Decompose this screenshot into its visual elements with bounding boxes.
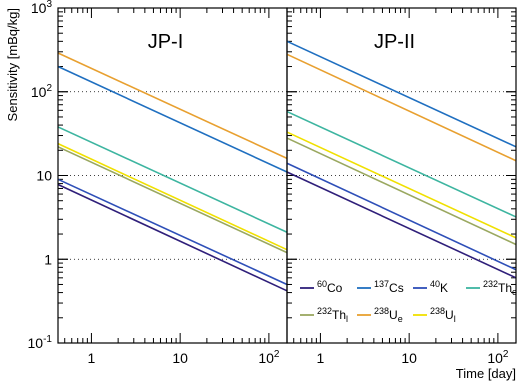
y-tick-label: 1 [44, 251, 52, 267]
x-axis-label: Time [day] [456, 366, 516, 381]
legend-label-238ul: 238Ul [430, 306, 456, 324]
legend-label-40k: 40K [430, 279, 448, 295]
y-tick-label: 103 [31, 0, 53, 16]
series-line-238ue [57, 52, 288, 160]
x-tick-label: 102 [258, 349, 280, 366]
series-line-40k [57, 178, 288, 286]
panel-title: JP-II [374, 31, 415, 53]
series-line-232thl [286, 137, 517, 246]
legend-label-238ue: 238Ue [374, 306, 403, 324]
series-line-238ue [286, 53, 517, 162]
y-axis-label: Sensitivity [mBq/kg] [5, 8, 20, 121]
series-line-60co [286, 171, 517, 279]
x-tick-label: 10 [401, 350, 417, 366]
series-line-232thl [57, 146, 288, 254]
series-line-238ul [286, 131, 517, 239]
series-line-232the [57, 126, 288, 233]
series-line-60co [57, 183, 288, 292]
plot-frame [286, 7, 517, 344]
legend-label-232thl: 232Thl [317, 306, 348, 324]
y-tick-label: 10 [36, 168, 52, 184]
y-tick-label: 10-1 [28, 334, 53, 351]
legend-label-60co: 60Co [317, 279, 343, 295]
y-tick-label: 102 [31, 83, 53, 100]
series-line-232the [286, 110, 517, 218]
series-line-40k [286, 162, 517, 271]
series-line-137cs [286, 40, 517, 148]
series-line-238ul [57, 142, 288, 251]
series-line-137cs [57, 65, 288, 173]
panel-title: JP-I [148, 31, 184, 53]
x-tick-label: 10 [172, 350, 188, 366]
legend-label-137cs: 137Cs [374, 279, 404, 295]
legend-label-232the: 232The [483, 279, 517, 297]
x-tick-label: 1 [88, 350, 96, 366]
x-tick-label: 102 [487, 349, 509, 366]
x-tick-label: 1 [317, 350, 325, 366]
